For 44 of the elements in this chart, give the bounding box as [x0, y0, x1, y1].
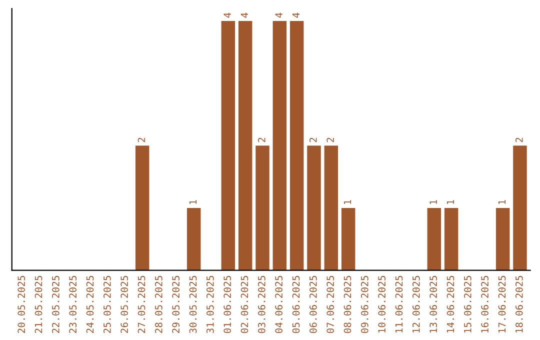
x-tick-label: 11.06.2025 [395, 276, 403, 333]
x-tick-label: 18.06.2025 [515, 276, 523, 333]
data-label: 2 [258, 138, 266, 142]
x-tick-label: 22.05.2025 [52, 276, 60, 333]
x-tick-label: 09.06.2025 [360, 276, 368, 334]
data-label: 4 [240, 12, 248, 18]
data-label: 2 [138, 138, 146, 142]
x-tick-label: 17.06.2025 [498, 276, 506, 333]
x-tick-label: 12.06.2025 [412, 276, 420, 333]
x-tick-label: 07.06.2025 [326, 276, 334, 334]
x-tick-label: 16.06.2025 [481, 276, 488, 333]
x-tick-label: 27.05.2025 [138, 276, 146, 333]
data-label: 1 [344, 200, 352, 204]
x-tick-label: 13.06.2025 [430, 276, 437, 333]
data-label: 2 [515, 138, 523, 142]
x-tick-label: 24.05.2025 [86, 276, 94, 333]
x-tick-label: 10.06.2025 [378, 276, 386, 333]
x-tick-label: 03.06.2025 [258, 276, 266, 334]
data-label: 4 [224, 12, 231, 18]
data-label: 1 [189, 200, 197, 204]
data-label: 1 [498, 200, 506, 204]
x-tick-label: 04.06.2025 [275, 276, 283, 334]
x-tick-label: 14.06.2025 [446, 276, 454, 333]
data-label: 1 [446, 200, 454, 204]
x-tick-label: 30.05.2025 [189, 276, 197, 334]
data-label: 1 [430, 200, 437, 204]
x-tick-label: 29.05.2025 [172, 276, 180, 333]
x-tick-label: 21.05.2025 [34, 276, 42, 333]
x-tick-label: 25.05.2025 [104, 276, 111, 333]
x-tick-label: 31.05.2025 [206, 276, 214, 334]
x-tick-label: 28.05.2025 [154, 276, 162, 333]
x-tick-label: 01.06.2025 [224, 276, 232, 334]
data-label: 4 [292, 12, 300, 18]
data-label: 4 [275, 12, 282, 18]
x-tick-label: 15.06.2025 [464, 276, 472, 333]
x-tick-label: 06.06.2025 [309, 276, 317, 334]
x-tick-label: 08.06.2025 [344, 276, 352, 334]
x-tick-label: 02.06.2025 [240, 276, 248, 334]
x-tick-label: 20.05.2025 [18, 276, 26, 333]
data-label: 2 [326, 138, 334, 142]
x-tick-label: 26.05.2025 [120, 276, 128, 333]
x-tick-label: 23.05.2025 [69, 276, 77, 333]
x-tick-label: 05.06.2025 [292, 276, 300, 334]
data-label: 2 [309, 138, 317, 142]
